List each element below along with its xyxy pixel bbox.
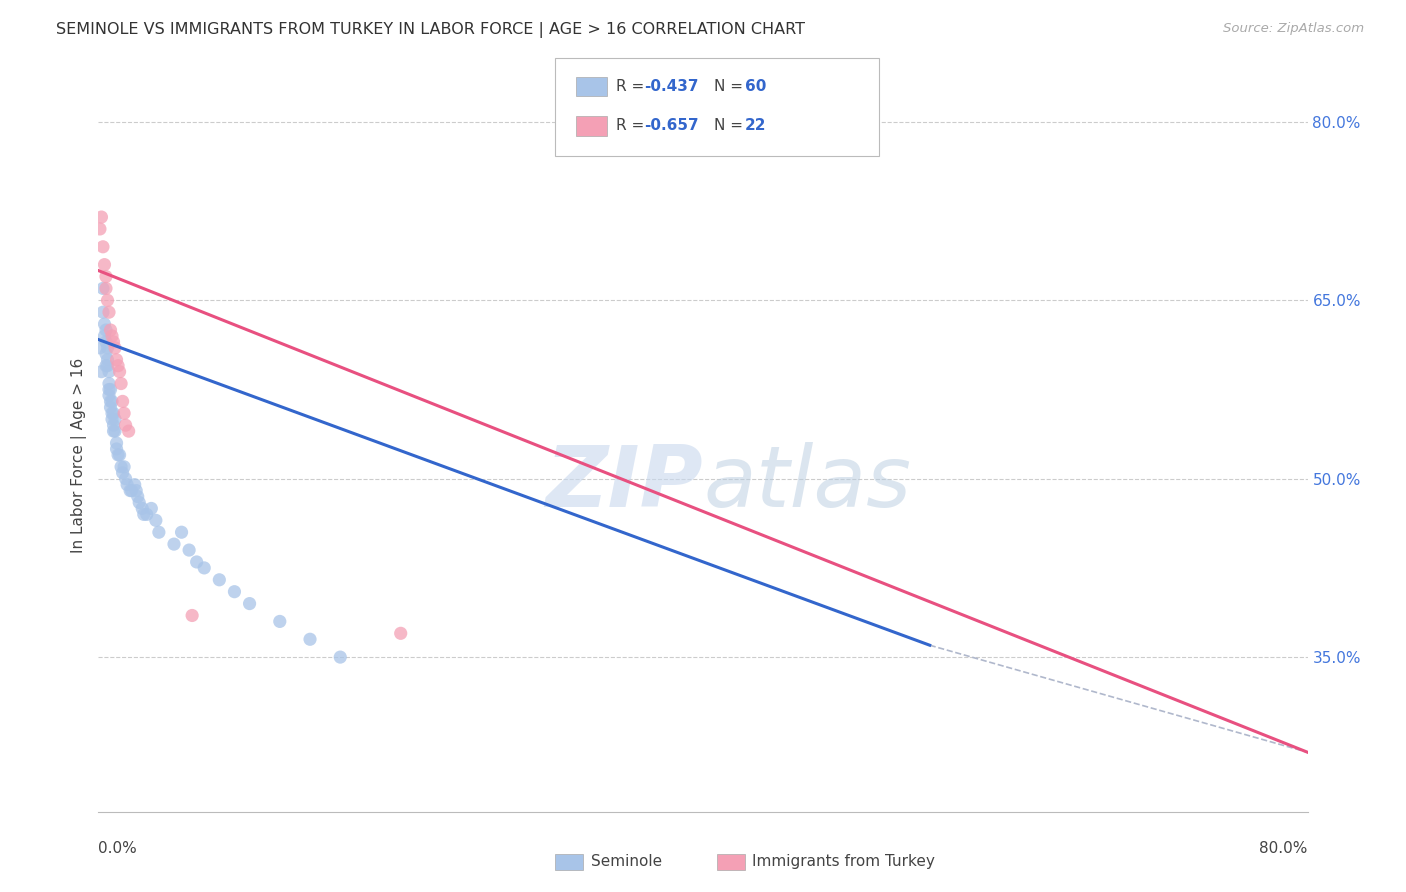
Point: [131, 501, 153, 516]
Point: [111, 466, 134, 480]
Point: [98, 365, 121, 379]
Point: [135, 508, 157, 522]
Text: R =: R =: [616, 119, 650, 133]
Point: [100, 401, 122, 415]
Point: [94, 281, 117, 295]
Point: [93, 317, 115, 331]
Point: [94, 334, 117, 349]
Point: [89, 341, 111, 355]
Point: [181, 608, 204, 623]
Point: [115, 477, 138, 491]
Text: atlas: atlas: [703, 442, 911, 525]
Point: [94, 269, 117, 284]
Point: [193, 561, 215, 575]
Text: -0.437: -0.437: [644, 79, 699, 94]
Point: [104, 412, 127, 426]
Point: [114, 418, 136, 433]
Text: N =: N =: [714, 119, 748, 133]
Point: [101, 412, 124, 426]
Text: ZIP: ZIP: [546, 442, 703, 525]
Point: [110, 459, 132, 474]
Point: [124, 477, 146, 491]
Point: [100, 323, 122, 337]
Point: [91, 240, 114, 254]
Point: [104, 424, 127, 438]
Point: [105, 436, 128, 450]
Point: [98, 383, 121, 397]
Point: [101, 406, 124, 420]
Point: [96, 359, 118, 373]
Point: [389, 626, 412, 640]
Point: [89, 222, 111, 236]
Point: [186, 555, 208, 569]
Point: [163, 537, 186, 551]
Point: [112, 459, 135, 474]
Text: SEMINOLE VS IMMIGRANTS FROM TURKEY IN LABOR FORCE | AGE > 16 CORRELATION CHART: SEMINOLE VS IMMIGRANTS FROM TURKEY IN LA…: [56, 22, 806, 38]
Text: 80.0%: 80.0%: [1260, 841, 1308, 856]
Point: [98, 388, 121, 402]
Point: [107, 359, 129, 373]
Point: [93, 329, 115, 343]
Point: [111, 394, 134, 409]
Point: [108, 448, 131, 462]
Point: [112, 406, 135, 420]
Text: Source: ZipAtlas.com: Source: ZipAtlas.com: [1223, 22, 1364, 36]
Point: [100, 383, 122, 397]
Point: [107, 448, 129, 462]
Point: [94, 323, 117, 337]
Point: [148, 525, 170, 540]
Point: [98, 305, 121, 319]
Point: [127, 490, 149, 504]
Point: [177, 543, 201, 558]
Point: [208, 573, 231, 587]
Point: [128, 495, 150, 509]
Point: [103, 424, 125, 438]
Point: [90, 210, 112, 224]
Point: [120, 483, 142, 498]
Point: [299, 632, 322, 647]
Point: [96, 293, 118, 308]
Point: [104, 341, 127, 355]
Point: [239, 597, 262, 611]
Point: [114, 472, 136, 486]
Point: [132, 508, 155, 522]
Point: [125, 483, 148, 498]
Text: R =: R =: [616, 79, 650, 94]
Point: [105, 442, 128, 456]
Point: [105, 352, 128, 367]
Point: [91, 305, 114, 319]
Point: [170, 525, 193, 540]
Point: [103, 406, 125, 420]
Point: [91, 281, 114, 295]
Point: [145, 513, 167, 527]
Text: 60: 60: [745, 79, 766, 94]
Point: [121, 483, 143, 498]
Point: [118, 424, 141, 438]
Point: [90, 365, 112, 379]
Text: 0.0%: 0.0%: [98, 841, 138, 856]
Point: [108, 365, 131, 379]
Point: [96, 352, 118, 367]
Point: [98, 376, 121, 391]
Point: [103, 334, 125, 349]
Point: [269, 615, 291, 629]
Point: [103, 418, 125, 433]
Point: [94, 347, 117, 361]
Text: Immigrants from Turkey: Immigrants from Turkey: [752, 855, 935, 869]
Point: [93, 258, 115, 272]
Text: N =: N =: [714, 79, 748, 94]
Point: [101, 394, 124, 409]
Text: -0.657: -0.657: [644, 119, 699, 133]
Point: [94, 359, 117, 373]
Point: [224, 584, 246, 599]
Y-axis label: In Labor Force | Age > 16: In Labor Force | Age > 16: [72, 358, 87, 552]
Point: [96, 341, 118, 355]
Point: [141, 501, 163, 516]
Point: [101, 329, 124, 343]
Text: Seminole: Seminole: [591, 855, 662, 869]
Text: 22: 22: [745, 119, 766, 133]
Point: [329, 650, 352, 665]
Point: [100, 394, 122, 409]
Point: [110, 376, 132, 391]
